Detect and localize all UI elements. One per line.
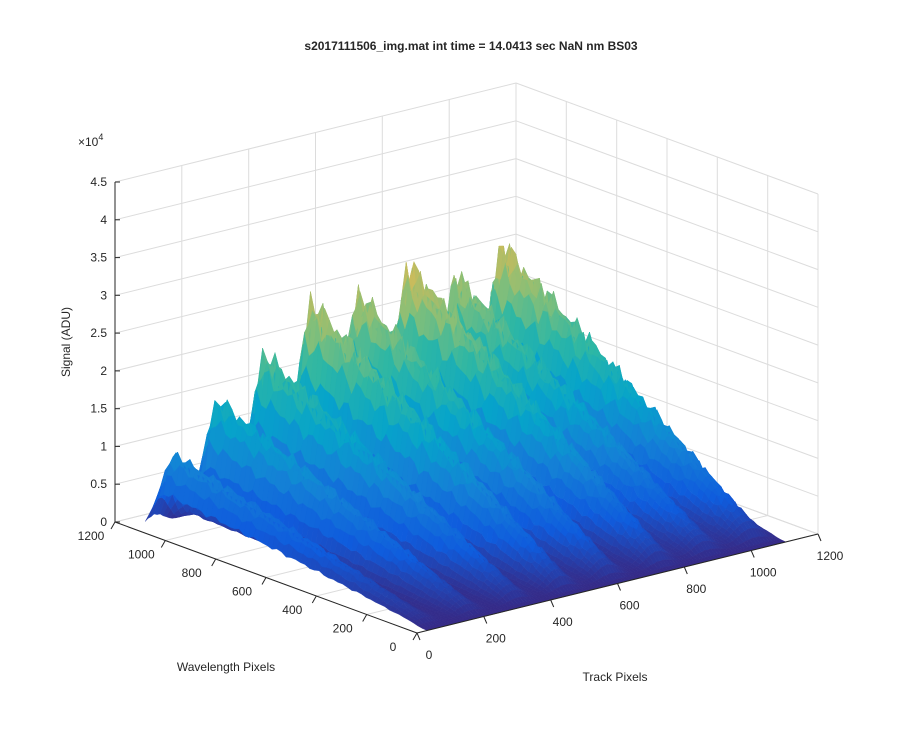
wall-grid-z2 (515, 120, 819, 233)
wall-grid-z2 (515, 195, 819, 308)
wall-grid-z (114, 233, 517, 334)
wall-grid-z2 (515, 271, 819, 384)
surface (145, 243, 787, 631)
wall-grid-z (114, 158, 517, 259)
wall-grid-z2 (515, 158, 819, 271)
wall-grid-z (114, 120, 517, 221)
wall-grid-z2 (515, 82, 819, 195)
wall-grid-z (114, 195, 517, 296)
wall-grid-z (114, 82, 517, 183)
wall-grid-z2 (515, 233, 819, 346)
